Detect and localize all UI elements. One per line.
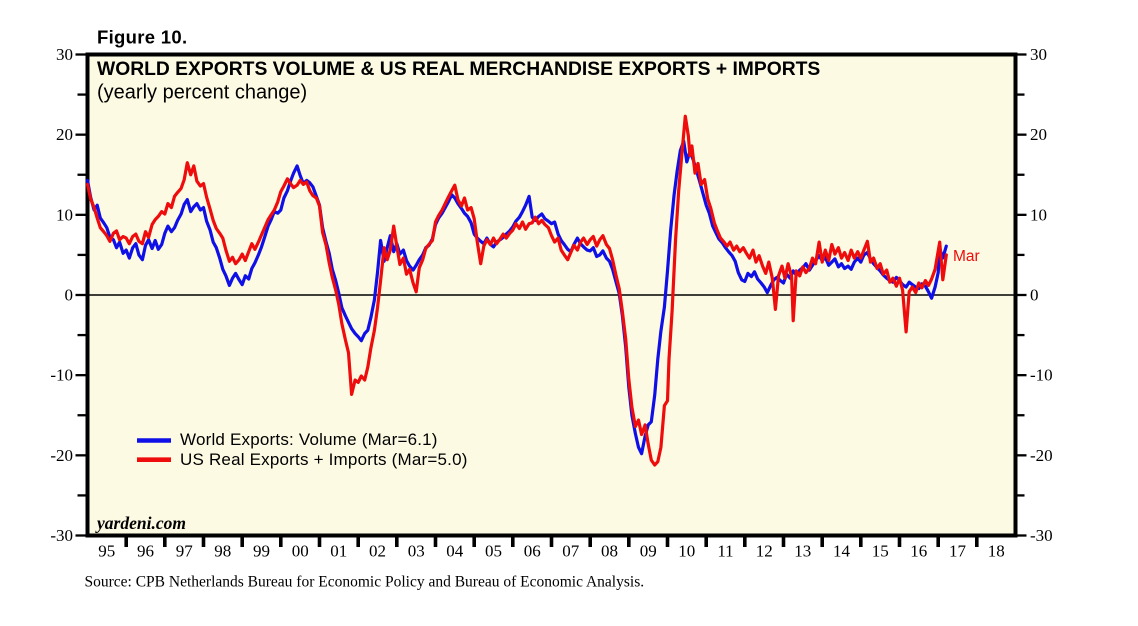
svg-text:00: 00	[292, 542, 309, 561]
svg-text:07: 07	[562, 542, 580, 561]
svg-text:Figure 10.: Figure 10.	[97, 27, 187, 48]
svg-text:03: 03	[408, 542, 425, 561]
svg-text:13: 13	[794, 542, 811, 561]
svg-text:11: 11	[717, 542, 733, 561]
svg-text:0: 0	[65, 286, 74, 305]
svg-text:-30: -30	[1030, 526, 1053, 545]
svg-text:WORLD EXPORTS VOLUME & US REAL: WORLD EXPORTS VOLUME & US REAL MERCHANDI…	[97, 59, 820, 80]
svg-text:Mar: Mar	[953, 248, 980, 265]
svg-text:US Real Exports + Imports (Mar: US Real Exports + Imports (Mar=5.0)	[180, 450, 468, 469]
svg-text:Source: CPB Netherlands Bureau: Source: CPB Netherlands Bureau for Econo…	[85, 574, 645, 591]
svg-text:14: 14	[833, 542, 851, 561]
svg-text:05: 05	[485, 542, 502, 561]
svg-text:10: 10	[56, 205, 73, 224]
svg-text:20: 20	[1030, 125, 1047, 144]
svg-text:-10: -10	[1030, 366, 1053, 385]
svg-text:09: 09	[640, 542, 657, 561]
svg-text:30: 30	[1030, 45, 1047, 64]
svg-text:(yearly percent change): (yearly percent change)	[97, 82, 307, 104]
svg-text:95: 95	[98, 542, 115, 561]
svg-text:-20: -20	[50, 446, 73, 465]
svg-text:97: 97	[176, 542, 194, 561]
svg-text:96: 96	[137, 542, 154, 561]
svg-text:99: 99	[253, 542, 270, 561]
svg-text:10: 10	[678, 542, 695, 561]
svg-text:10: 10	[1030, 205, 1047, 224]
svg-text:98: 98	[214, 542, 231, 561]
svg-text:yardeni.com: yardeni.com	[95, 513, 186, 533]
svg-text:01: 01	[330, 542, 347, 561]
svg-text:17: 17	[949, 542, 967, 561]
svg-text:04: 04	[446, 542, 464, 561]
svg-text:30: 30	[56, 45, 73, 64]
svg-text:-20: -20	[1030, 446, 1053, 465]
svg-text:18: 18	[988, 542, 1005, 561]
svg-text:20: 20	[56, 125, 73, 144]
svg-text:08: 08	[601, 542, 618, 561]
svg-text:06: 06	[524, 542, 541, 561]
svg-text:12: 12	[756, 542, 773, 561]
svg-text:-30: -30	[50, 526, 73, 545]
svg-text:02: 02	[369, 542, 386, 561]
svg-text:0: 0	[1030, 286, 1039, 305]
svg-text:-10: -10	[50, 366, 73, 385]
svg-text:16: 16	[910, 542, 927, 561]
svg-text:World Exports: Volume (Mar=6.1: World Exports: Volume (Mar=6.1)	[180, 430, 438, 449]
svg-text:15: 15	[872, 542, 889, 561]
